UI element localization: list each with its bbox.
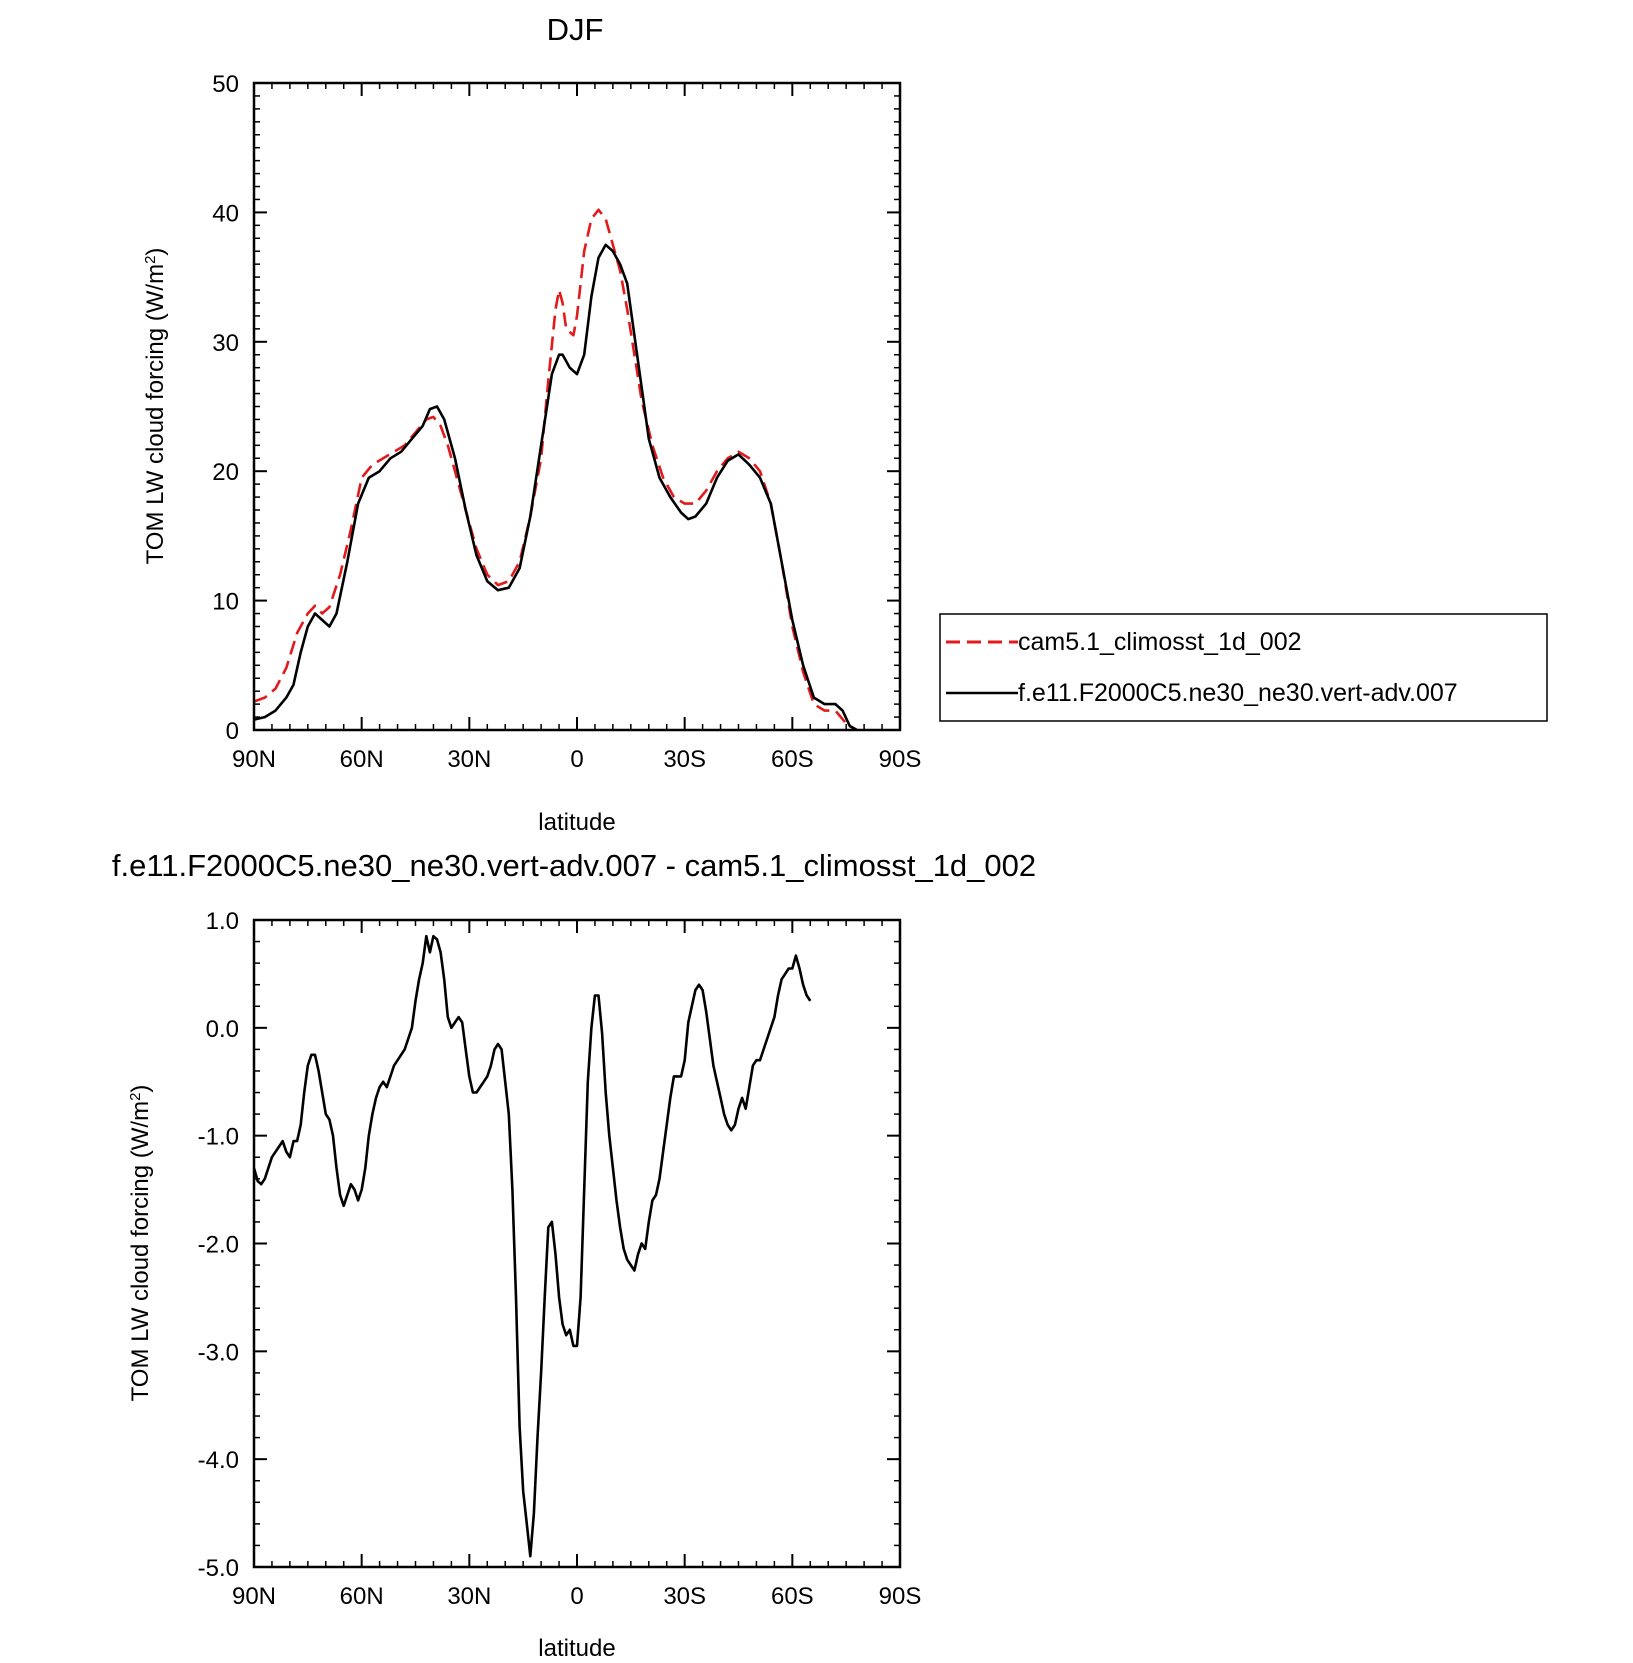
- bottom-y-axis-label: TOM LW cloud forcing (W/m2): [127, 1085, 155, 1402]
- bottom-chart-ticks: [253, 919, 901, 1568]
- x-tick-label: 30N: [447, 1583, 491, 1610]
- bottom-plot-frame: [252, 918, 902, 1569]
- x-tick-label: 30S: [663, 1583, 706, 1610]
- y-tick-label: -2.0: [198, 1232, 239, 1259]
- y-tick-label: 0: [226, 718, 239, 745]
- x-tick-label: 90S: [879, 746, 922, 773]
- legend-box: [939, 613, 1548, 722]
- bottom-y-axis-label-sup: 2: [127, 1093, 144, 1101]
- x-tick-label: 60N: [340, 1583, 384, 1610]
- y-tick-label: 40: [212, 200, 239, 227]
- y-tick-label: 20: [212, 459, 239, 486]
- bottom-y-axis-label-main: TOM LW cloud forcing (W/m: [127, 1101, 154, 1402]
- x-tick-label: 30N: [447, 746, 491, 773]
- series-line-0-0: [253, 208, 858, 732]
- y-tick-label: 30: [212, 330, 239, 357]
- x-tick-label: 90N: [232, 746, 276, 773]
- x-tick-label: 0: [570, 1583, 583, 1610]
- x-tick-label: 0: [570, 746, 583, 773]
- bottom-y-axis-label-close: ): [127, 1085, 154, 1093]
- bottom-x-axis-label: latitude: [538, 1635, 615, 1662]
- y-tick-label: -1.0: [198, 1124, 239, 1151]
- top-y-axis-label: TOM LW cloud forcing (W/m2): [142, 248, 170, 565]
- top-chart-tick-labels: 90N 60N 30N 0 30S 60S 90S 0 10 20 30 40 50: [212, 71, 921, 773]
- x-tick-label: 60S: [771, 1583, 814, 1610]
- y-tick-label: 0.0: [206, 1016, 239, 1043]
- series-line-0-1: [253, 243, 858, 732]
- y-tick-label: 50: [212, 71, 239, 98]
- bottom-chart-title: f.e11.F2000C5.ne30_ne30.vert-adv.007 - c…: [112, 848, 1036, 883]
- series-line-1-0: [252, 934, 812, 1558]
- x-tick-label: 90S: [879, 1583, 922, 1610]
- top-chart-series: [253, 208, 858, 732]
- top-chart: DJF 90N 60N 30N 0 30S 60S 90S 0 10 20 30 40 50 latit…: [142, 12, 1548, 836]
- top-chart-ticks: [253, 82, 901, 731]
- top-y-axis-label-sup: 2: [142, 256, 159, 264]
- top-plot-frame: [252, 81, 902, 732]
- bottom-chart-tick-labels: 90N 60N 30N 0 30S 60S 90S 1.0 0.0 -1.0 -2.0 -3.0 -4.…: [198, 908, 922, 1610]
- y-tick-label: 10: [212, 589, 239, 616]
- y-tick-label: -5.0: [198, 1555, 239, 1582]
- y-tick-label: 1.0: [206, 908, 239, 935]
- y-tick-label: -4.0: [198, 1447, 239, 1474]
- x-tick-label: 60S: [771, 746, 814, 773]
- legend: cam5.1_climosst_1d_002 f.e11.F2000C5.ne3…: [939, 613, 1548, 722]
- top-y-axis-label-main: TOM LW cloud forcing (W/m: [142, 264, 169, 565]
- bottom-chart-series: [252, 934, 812, 1558]
- y-tick-label: -3.0: [198, 1339, 239, 1366]
- x-tick-label: 30S: [663, 746, 706, 773]
- legend-label-fe11: f.e11.F2000C5.ne30_ne30.vert-adv.007: [1018, 679, 1458, 707]
- top-chart-title: DJF: [547, 12, 604, 47]
- bottom-chart: f.e11.F2000C5.ne30_ne30.vert-adv.007 - c…: [112, 848, 1036, 1662]
- top-y-axis-label-close: ): [142, 248, 169, 256]
- x-tick-label: 60N: [340, 746, 384, 773]
- top-x-axis-label: latitude: [538, 809, 615, 836]
- legend-label-cam5: cam5.1_climosst_1d_002: [1018, 628, 1302, 656]
- x-tick-label: 90N: [232, 1583, 276, 1610]
